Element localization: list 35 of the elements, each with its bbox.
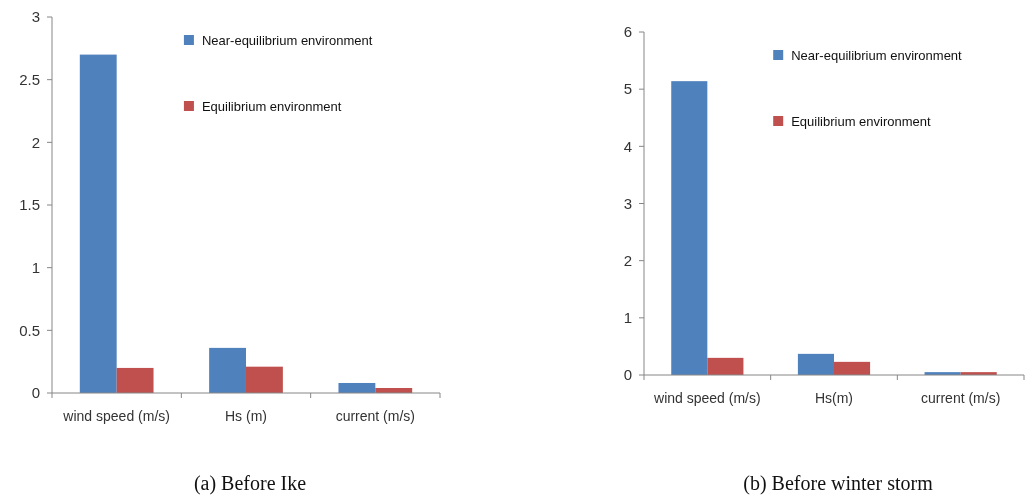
- x-tick-label: current (m/s): [335, 408, 416, 424]
- y-tick-label: 0: [623, 366, 632, 384]
- y-tick-label: 2.5: [19, 70, 40, 88]
- x-tick-label: wind speed (m/s): [62, 408, 170, 424]
- bar: [338, 382, 376, 393]
- x-tick-label: current (m/s): [920, 390, 1001, 406]
- y-tick-label: 5: [623, 80, 632, 98]
- y-tick-label: 3: [623, 194, 632, 212]
- y-tick-label: 2: [31, 133, 40, 151]
- bar: [797, 353, 834, 375]
- y-tick-label: 1: [31, 258, 40, 276]
- y-tick-label: 0: [31, 384, 40, 402]
- bar: [246, 366, 283, 393]
- bar: [671, 81, 708, 375]
- legend-label: Equilibrium environment: [201, 98, 342, 114]
- text: (b) Before winter storm: [743, 472, 934, 495]
- y-tick-label: 1.5: [19, 196, 40, 214]
- x-tick-label: Hs (m): [225, 408, 267, 424]
- legend-label: Equilibrium environment: [791, 113, 932, 129]
- y-tick-label: 6: [623, 23, 632, 41]
- y-tick-label: 0.5: [19, 321, 40, 339]
- legend-label: Near-equilibrium environment: [201, 32, 373, 48]
- bar: [209, 347, 246, 393]
- bar: [79, 54, 117, 393]
- text: (a) Before Ike: [193, 472, 307, 495]
- y-tick-label: 1: [623, 309, 632, 327]
- x-tick-label: wind speed (m/s): [653, 390, 761, 406]
- y-tick-label: 3: [31, 8, 40, 26]
- x-tick-label: Hs(m): [814, 390, 854, 406]
- y-tick-label: 4: [623, 137, 632, 155]
- bar: [116, 367, 154, 393]
- y-tick-label: 2: [623, 251, 632, 269]
- bar: [834, 361, 871, 375]
- bar: [707, 357, 744, 375]
- legend-label: Near-equilibrium environment: [791, 47, 963, 63]
